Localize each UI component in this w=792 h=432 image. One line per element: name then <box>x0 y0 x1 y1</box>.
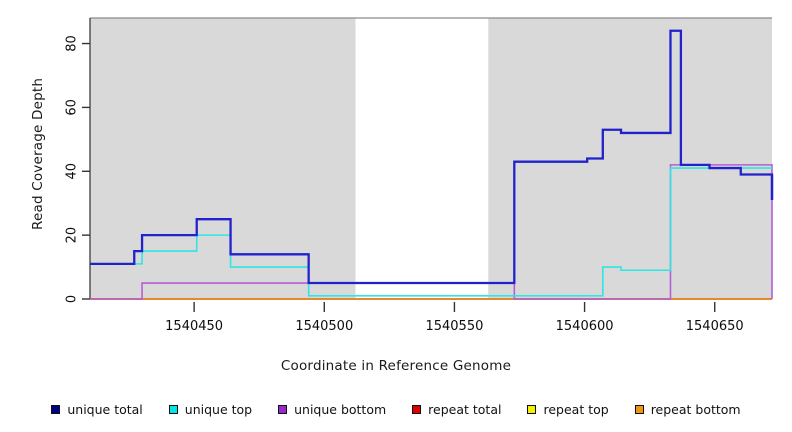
legend-label: repeat bottom <box>650 401 741 417</box>
legend-item[interactable]: unique total <box>51 401 143 417</box>
legend-label: repeat top <box>543 401 609 417</box>
legend-item[interactable]: repeat total <box>412 402 501 417</box>
x-tick-label: 1540450 <box>165 319 223 334</box>
legend-label: unique bottom <box>294 401 387 417</box>
legend-item[interactable]: repeat bottom <box>634 401 741 417</box>
legend-square-icon <box>634 404 644 414</box>
y-tick-label: 60 <box>65 99 80 116</box>
legend-label: unique total <box>67 401 143 417</box>
repeat-region-left <box>90 18 356 299</box>
x-tick-label: 1540550 <box>425 319 483 334</box>
legend-square-icon <box>412 404 422 414</box>
x-tick-label: 1540650 <box>686 319 744 334</box>
series-line-unique-total <box>90 29 774 285</box>
y-tick-label: 20 <box>65 227 80 244</box>
legend-square-icon <box>168 404 178 414</box>
legend-item[interactable]: unique bottom <box>278 402 386 417</box>
y-tick-label: 80 <box>65 35 80 52</box>
x-tick-label: 1540500 <box>295 319 353 334</box>
legend-square-icon <box>527 404 537 414</box>
legend-label: repeat total <box>428 401 502 417</box>
x-tick-label: 1540600 <box>556 319 614 334</box>
legend-square-icon <box>51 404 61 414</box>
legend-item[interactable]: unique top <box>168 401 253 417</box>
legend-item[interactable]: repeat top <box>527 401 609 417</box>
y-tick-label: 40 <box>65 163 80 180</box>
x-axis-title: Coordinate in Reference Genome <box>280 358 512 374</box>
legend-label: unique top <box>184 401 253 417</box>
y-tick-label: 0 <box>65 295 80 303</box>
legend-square-icon <box>278 404 288 414</box>
repeat-region-right <box>488 18 772 299</box>
legend: unique total unique top unique bottom repea… <box>0 396 792 422</box>
